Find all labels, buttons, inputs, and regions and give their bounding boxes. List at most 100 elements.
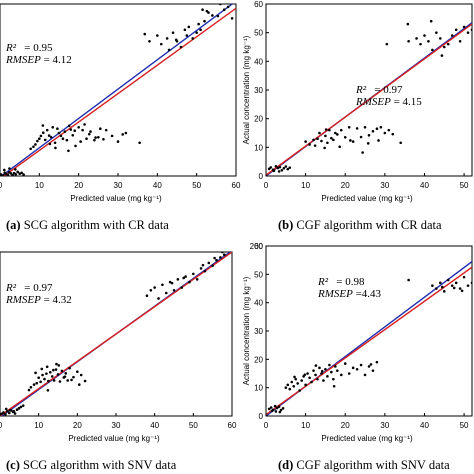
data-point xyxy=(314,373,317,377)
data-point xyxy=(270,409,274,413)
data-point xyxy=(211,14,214,17)
data-point xyxy=(52,379,56,382)
rmsep-label: RMSEP xyxy=(318,288,353,300)
data-point xyxy=(3,168,6,172)
data-point xyxy=(187,25,191,29)
x-axis-label: Predicted value (mg kg⁻¹) xyxy=(68,434,160,443)
data-point xyxy=(121,133,125,136)
data-point xyxy=(143,32,147,36)
caption-c: (c) SCG algorithm with SNV data xyxy=(6,458,176,473)
x-axis-label: Predicted value (mg kg⁻¹) xyxy=(321,194,413,203)
data-point xyxy=(306,372,309,375)
data-point xyxy=(304,383,307,387)
data-point xyxy=(407,278,410,282)
data-point xyxy=(69,128,73,131)
data-point xyxy=(339,373,343,377)
data-point xyxy=(43,138,47,142)
data-point xyxy=(281,407,285,410)
data-point xyxy=(6,173,10,176)
data-point xyxy=(87,132,91,136)
y-tick-label: 30 xyxy=(254,327,263,336)
data-point xyxy=(93,138,96,142)
data-point xyxy=(470,281,472,285)
data-point xyxy=(320,369,324,373)
data-point xyxy=(371,129,375,133)
data-point xyxy=(81,128,84,132)
data-point xyxy=(375,127,379,130)
x-tick-label: 10 xyxy=(35,181,44,190)
data-point xyxy=(274,164,278,168)
data-point xyxy=(11,173,14,176)
data-point xyxy=(294,377,298,381)
data-point xyxy=(72,375,75,379)
data-point xyxy=(199,267,203,270)
y-tick-label: 10 xyxy=(254,384,263,393)
data-point xyxy=(203,269,207,273)
data-point xyxy=(454,281,458,285)
data-point xyxy=(19,405,23,409)
r2-value: = 0.97 xyxy=(374,84,403,96)
data-point xyxy=(197,22,200,26)
fit-line-red xyxy=(0,252,232,416)
data-point xyxy=(52,368,55,372)
x-tick-label: 30 xyxy=(114,181,123,190)
data-point xyxy=(349,139,352,142)
data-point xyxy=(399,141,402,145)
data-point xyxy=(367,133,371,137)
caption-letter: (d) xyxy=(278,458,294,472)
caption-letter: (a) xyxy=(6,218,21,232)
fit-line-red xyxy=(2,7,236,176)
data-point xyxy=(458,39,462,43)
data-point xyxy=(293,375,296,379)
data-point xyxy=(48,142,52,146)
x-tick-label: 20 xyxy=(73,421,82,430)
data-point xyxy=(22,173,25,176)
data-point xyxy=(49,136,53,139)
data-point xyxy=(314,364,318,367)
data-point xyxy=(332,138,335,142)
data-point xyxy=(195,31,198,34)
data-point xyxy=(470,28,472,32)
data-point xyxy=(99,127,102,130)
data-point xyxy=(64,372,68,375)
rmsep-value: = 4.15 xyxy=(393,96,422,108)
data-point xyxy=(320,372,323,375)
data-point xyxy=(110,134,114,138)
data-point xyxy=(183,28,187,32)
data-point xyxy=(176,278,180,281)
data-point xyxy=(347,372,351,375)
data-point xyxy=(322,379,325,382)
data-point xyxy=(97,136,100,139)
data-point xyxy=(20,171,23,175)
data-point xyxy=(40,367,44,371)
data-point xyxy=(156,34,159,37)
y-tick-label: 20 xyxy=(254,355,263,364)
x-tick-label: 60 xyxy=(228,421,237,430)
data-point xyxy=(318,366,321,370)
data-point xyxy=(191,37,195,40)
data-point xyxy=(361,151,364,154)
chart-b: 0 10 20 30 40 50 0 10 20 30 40 50 60 Predicted value … xyxy=(242,0,473,203)
data-point xyxy=(2,411,5,414)
chart-d: 0 10 20 30 40 50 0 10 20 30 40 50 60 Predicted value … xyxy=(242,242,473,443)
data-point xyxy=(300,379,303,382)
data-point xyxy=(415,37,418,40)
y-tick-label: 0 xyxy=(259,412,264,421)
data-point xyxy=(145,294,149,298)
data-point xyxy=(442,45,446,49)
data-point xyxy=(41,124,45,127)
data-point xyxy=(8,167,11,170)
data-point xyxy=(369,363,373,366)
data-point xyxy=(375,360,379,364)
stats-a: R² = 0.95 RMSEP = 4.12 xyxy=(6,42,72,66)
data-point xyxy=(47,379,50,383)
data-point xyxy=(63,375,67,378)
fit-line-blue xyxy=(0,4,234,176)
data-point xyxy=(56,373,60,376)
data-point xyxy=(13,412,17,415)
data-point xyxy=(58,380,62,383)
data-point xyxy=(104,128,108,132)
data-point xyxy=(431,284,434,287)
data-point xyxy=(174,38,178,42)
data-point xyxy=(222,253,226,257)
